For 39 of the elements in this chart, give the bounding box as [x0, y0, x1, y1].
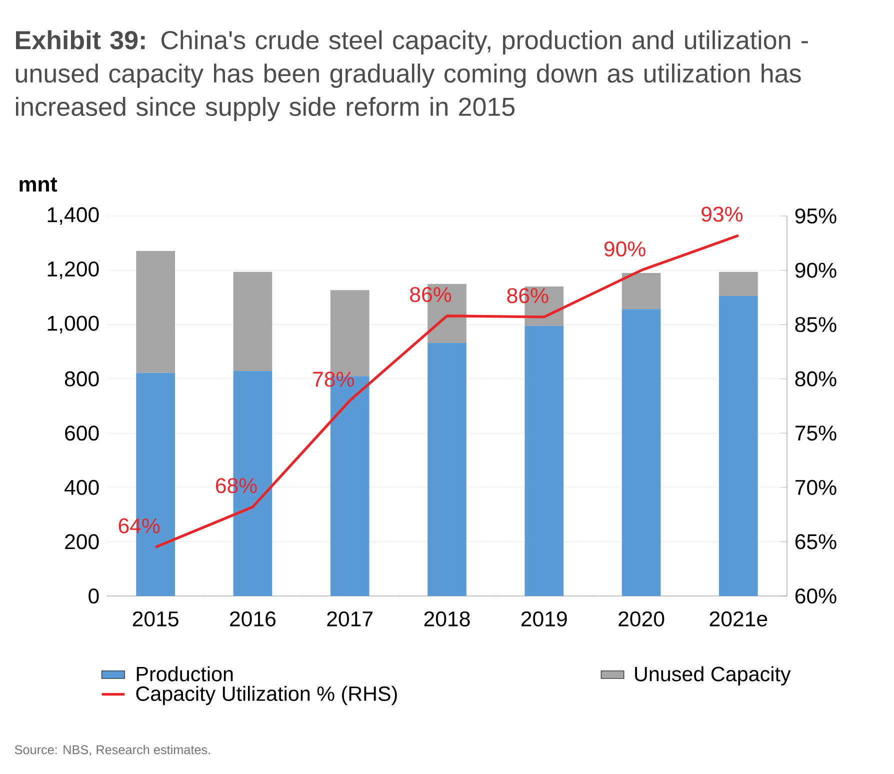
data-label: 93% — [702, 206, 743, 222]
source-note: Source: NBS, Research estimates. — [14, 744, 210, 756]
y2-tick-label: 80% — [795, 371, 836, 386]
bar — [622, 309, 661, 596]
y-tick-label: 600 — [65, 426, 99, 441]
y2-tick-label: 65% — [795, 534, 836, 550]
x-tick-label: 2015 — [132, 611, 178, 626]
bar — [428, 343, 466, 596]
y-tick-label: 1,000 — [48, 316, 99, 334]
bar — [524, 326, 564, 596]
legend-label: Production — [136, 666, 233, 682]
x-tick-label: 2018 — [424, 611, 470, 626]
y-tick-label: 800 — [64, 371, 99, 386]
data-label: 90% — [604, 241, 646, 256]
legend-label: Unused Capacity — [635, 666, 791, 686]
x-tick-label: 2020 — [618, 611, 664, 626]
bar — [136, 251, 175, 373]
y-tick-label: 1,200 — [48, 261, 99, 280]
x-tick-label: 2021e — [710, 611, 768, 626]
bar — [718, 296, 758, 596]
y2-tick-label: 90% — [795, 262, 836, 278]
bar — [622, 272, 661, 310]
y-axis-title: mnt — [20, 178, 58, 192]
chart-title: Exhibit 39: China's crude steel capacity, production and utilization - unused capacity has been gradually coming down as utilization has increased since supply side reform in 2015 — [16, 30, 808, 122]
y2-tick-label: 70% — [795, 480, 836, 495]
legend-label: Capacity Utilization % (RHS) — [136, 686, 397, 706]
y2-tick-label: 60% — [795, 588, 836, 604]
y-tick-label: 1,400 — [48, 207, 99, 225]
y2-tick-label: 85% — [795, 317, 836, 332]
x-tick-label: 2017 — [327, 611, 372, 626]
bar — [233, 272, 272, 371]
y-tick-label: 400 — [64, 480, 99, 495]
y-tick-label: 0 — [88, 588, 99, 604]
y2-tick-label: 95% — [795, 208, 836, 224]
bar — [718, 272, 758, 296]
x-tick-label: 2019 — [521, 611, 567, 626]
y-tick-label: 200 — [65, 534, 99, 550]
y2-tick-label: 75% — [795, 426, 836, 441]
x-tick-label: 2016 — [230, 611, 276, 626]
